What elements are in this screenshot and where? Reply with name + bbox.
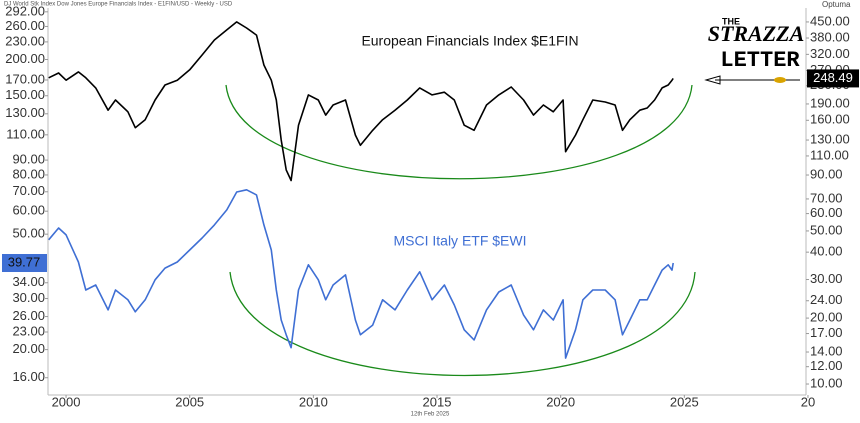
footer: 12th Feb 2025: [411, 412, 450, 418]
y2-tick-label: 40.00: [810, 244, 843, 259]
y2-tick-label: 50.00: [810, 222, 843, 237]
header: DJ World Stk Index Dow Jones Europe Fina…: [4, 2, 233, 8]
y2-tick-label: 10.00: [810, 375, 843, 390]
last-value-label: 248.49: [813, 70, 853, 85]
y2-tick-label: 160.00: [810, 112, 850, 127]
x-tick-label: 2015: [423, 394, 452, 409]
y2-tick-label: 450.00: [810, 13, 850, 28]
y-tick-label: 26.00: [12, 308, 45, 323]
series-label: European Financials Index $E1FIN: [361, 33, 578, 49]
x-tick-label: 2000: [52, 394, 81, 409]
logo-text: THE: [722, 16, 740, 26]
y-tick-label: 50.00: [12, 226, 45, 241]
y-tick-label: 60.00: [12, 203, 45, 218]
y-tick-label: 130.00: [5, 105, 45, 120]
y-tick-label: 20.00: [12, 341, 45, 356]
y-tick-label: 292.00: [5, 3, 45, 18]
x-tick-label: 2010: [299, 394, 328, 409]
y2-tick-label: 12.00: [810, 358, 843, 373]
y-tick-label: 30.00: [12, 290, 45, 305]
y-tick-label: 230.00: [5, 33, 45, 48]
logo-pen: [774, 77, 786, 83]
y2-tick-label: 190.00: [810, 95, 850, 110]
last-value-label: 39.77: [8, 254, 41, 269]
y2-tick-label: 20.00: [810, 310, 843, 325]
logo-pen: [704, 75, 721, 85]
y-tick-label: 34.00: [12, 274, 45, 289]
y-tick-label: 150.00: [5, 87, 45, 102]
last-value-box: [2, 254, 47, 273]
y2-tick-label: 380.00: [810, 29, 850, 44]
y-tick-label: 110.00: [6, 126, 45, 141]
y2-tick-label: 60.00: [810, 205, 843, 220]
y-tick-label: 23.00: [12, 323, 45, 338]
x-tick-label: 2005: [175, 394, 204, 409]
series-label: MSCI Italy ETF $EWI: [393, 233, 526, 249]
y-tick-label: 80.00: [12, 166, 45, 181]
last-value-box: [807, 69, 859, 88]
y2-tick-label: 110.00: [810, 147, 849, 162]
logo-text: STRAZZA: [708, 21, 805, 46]
series-line: [48, 21, 674, 182]
x-tick-label: 20: [801, 394, 815, 409]
y2-tick-label: 24.00: [810, 292, 843, 307]
logo-text: LETTER: [720, 48, 800, 73]
x-tick-label: 2020: [546, 394, 575, 409]
y2-tick-label: 30.00: [810, 271, 843, 286]
arc-annotation: [225, 84, 693, 180]
y-tick-label: 70.00: [12, 183, 45, 198]
logo: THE STRAZZA LETTER: [704, 16, 805, 85]
y-tick-label: 90.00: [12, 152, 45, 167]
y-tick-label: 16.00: [12, 369, 45, 384]
y2-tick-label: 70.00: [810, 190, 843, 205]
x-tick-label: 2025: [670, 394, 699, 409]
y-tick-label: 170.00: [5, 71, 45, 86]
y2-tick-label: 90.00: [810, 166, 843, 181]
y2-tick-label: 14.00: [810, 343, 843, 358]
y2-tick-label: 320.00: [810, 46, 850, 61]
arc-annotation: [229, 271, 696, 377]
y2-tick-label: 17.00: [810, 325, 843, 340]
y-tick-label: 200.00: [5, 51, 45, 66]
y2-tick-label: 130.00: [810, 131, 850, 146]
series-line: [48, 189, 674, 359]
brand: Optuma: [822, 0, 851, 9]
y-tick-label: 260.00: [5, 18, 45, 33]
